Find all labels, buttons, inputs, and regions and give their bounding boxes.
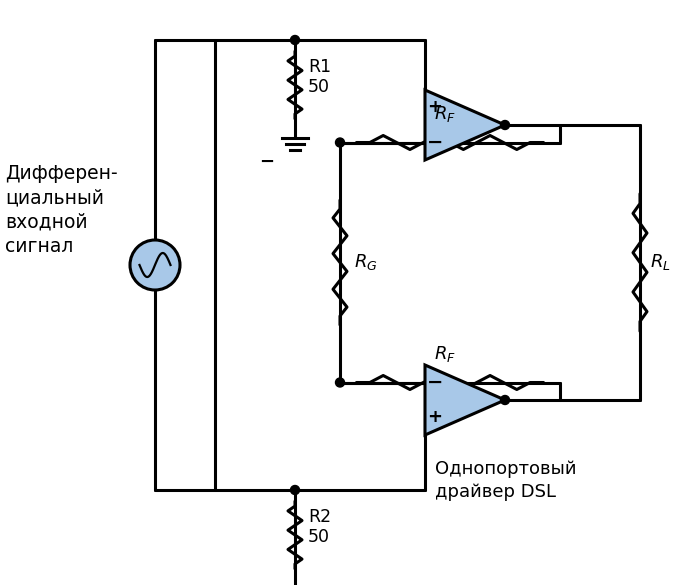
Text: $R_G$: $R_G$	[354, 253, 378, 273]
Circle shape	[130, 240, 180, 290]
Text: R1
50: R1 50	[308, 57, 331, 97]
Text: −: −	[260, 153, 274, 171]
Circle shape	[335, 378, 344, 387]
Text: $R_F$: $R_F$	[434, 105, 456, 125]
Circle shape	[290, 486, 300, 494]
Circle shape	[500, 395, 510, 404]
Text: $R_F$: $R_F$	[434, 345, 456, 364]
Polygon shape	[425, 365, 505, 435]
Circle shape	[335, 138, 344, 147]
Text: R2
50: R2 50	[308, 508, 331, 546]
Polygon shape	[425, 90, 505, 160]
Circle shape	[290, 36, 300, 44]
Text: +: +	[428, 98, 442, 116]
Circle shape	[500, 121, 510, 129]
Text: −: −	[427, 133, 443, 152]
Text: $R_L$: $R_L$	[650, 253, 671, 273]
Text: −: −	[427, 373, 443, 392]
Text: +: +	[428, 408, 442, 426]
Text: Дифферен-
циальный
входной
сигнал: Дифферен- циальный входной сигнал	[5, 164, 118, 256]
Text: Однопортовый
драйвер DSL: Однопортовый драйвер DSL	[435, 460, 577, 501]
